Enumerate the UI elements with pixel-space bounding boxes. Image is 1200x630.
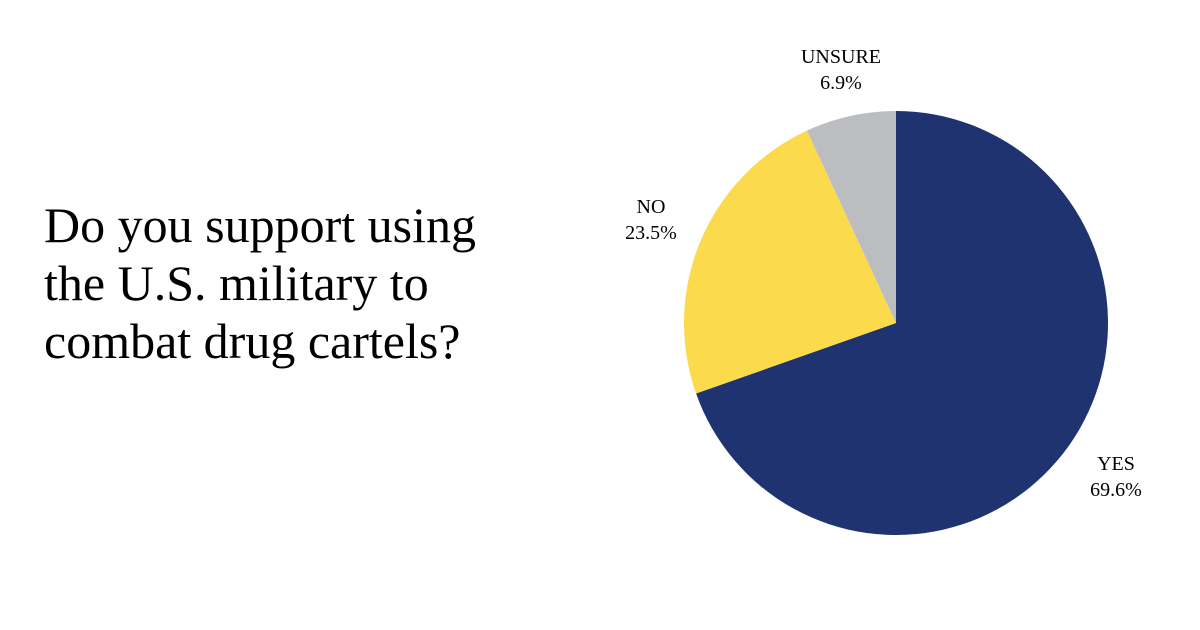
- slice-category-label: UNSURE: [801, 46, 881, 68]
- slice-label-yes: YES 69.6%: [1090, 453, 1142, 501]
- pie-labels: YES 69.6% NO 23.5% UNSURE 6.9%: [625, 46, 1142, 501]
- slice-label-no: NO 23.5%: [625, 196, 677, 244]
- slice-category-label: YES: [1097, 453, 1135, 475]
- slice-value-label: 69.6%: [1090, 479, 1142, 501]
- slice-label-unsure: UNSURE 6.9%: [801, 46, 881, 94]
- pie-slice-yes: [696, 111, 1108, 535]
- pie-slice-no: [684, 130, 896, 394]
- question-line-1: Do you support using: [44, 197, 476, 253]
- survey-question: Do you support using the U.S. military t…: [44, 196, 584, 370]
- slice-category-label: NO: [637, 196, 666, 218]
- slice-value-label: 6.9%: [820, 72, 862, 94]
- question-line-2: the U.S. military to: [44, 255, 429, 311]
- slice-value-label: 23.5%: [625, 222, 677, 244]
- question-line-3: combat drug cartels?: [44, 313, 461, 369]
- pie-slice-unsure: [806, 111, 896, 323]
- pie-slices: [684, 111, 1108, 535]
